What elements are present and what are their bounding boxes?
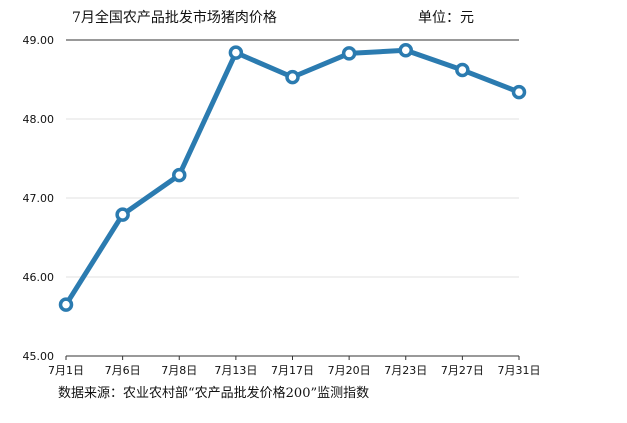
x-axis-ticks: 7月1日 7月6日 7月8日 7月13日 7月17日 7月20日 7月23日 7月27日 7月3… bbox=[48, 356, 541, 377]
y-tick-label: 47.00 bbox=[23, 192, 55, 205]
data-point bbox=[228, 45, 244, 60]
y-tick-label: 45.00 bbox=[23, 350, 55, 363]
chart-title: 7月全国农产品批发市场猪肉价格 bbox=[72, 9, 277, 26]
data-point bbox=[511, 84, 527, 100]
series-line bbox=[63, 47, 522, 308]
y-tick-label: 49.00 bbox=[23, 34, 55, 47]
y-tick-label: 46.00 bbox=[23, 271, 55, 284]
source-note: 数据来源：农业农村部“农产品批发价格200”监测指数 bbox=[58, 385, 369, 401]
y-tick-label: 48.00 bbox=[23, 113, 55, 126]
y-axis-ticks: 45.00 46.00 47.00 48.00 49.00 bbox=[23, 34, 55, 363]
x-tick-label: 7月27日 bbox=[441, 364, 484, 377]
x-tick-label: 7月8日 bbox=[161, 364, 197, 377]
data-point bbox=[285, 69, 300, 85]
data-point bbox=[341, 46, 357, 61]
x-tick-label: 7月1日 bbox=[48, 364, 84, 377]
gridlines bbox=[66, 39, 519, 357]
data-point bbox=[58, 297, 74, 312]
x-tick-label: 7月31日 bbox=[498, 364, 541, 377]
data-point bbox=[115, 207, 130, 222]
x-tick-label: 7月6日 bbox=[105, 364, 141, 377]
data-point bbox=[455, 62, 470, 78]
x-tick-label: 7月13日 bbox=[214, 364, 257, 377]
unit-label: 单位：元 bbox=[418, 10, 474, 26]
x-tick-label: 7月17日 bbox=[271, 364, 314, 377]
data-point bbox=[172, 167, 187, 183]
x-tick-label: 7月23日 bbox=[384, 364, 427, 377]
x-tick-label: 7月20日 bbox=[328, 364, 371, 377]
data-point bbox=[398, 43, 413, 58]
data-points bbox=[58, 43, 527, 312]
